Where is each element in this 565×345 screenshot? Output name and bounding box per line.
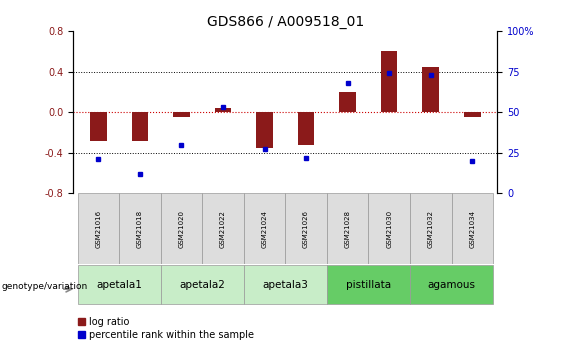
Bar <box>327 193 368 264</box>
Text: agamous: agamous <box>428 280 476 289</box>
Bar <box>132 112 148 140</box>
Bar <box>340 92 356 112</box>
Bar <box>160 193 202 264</box>
Text: pistillata: pistillata <box>346 280 391 289</box>
Text: genotype/variation: genotype/variation <box>1 282 88 291</box>
Text: GSM21016: GSM21016 <box>95 209 101 248</box>
Legend: log ratio, percentile rank within the sample: log ratio, percentile rank within the sa… <box>79 317 254 340</box>
Bar <box>410 193 451 264</box>
Text: GSM21024: GSM21024 <box>262 210 268 247</box>
Text: GSM21026: GSM21026 <box>303 209 309 248</box>
Bar <box>77 193 119 264</box>
Text: GSM21032: GSM21032 <box>428 209 434 248</box>
Title: GDS866 / A009518_01: GDS866 / A009518_01 <box>207 14 364 29</box>
Text: GSM21034: GSM21034 <box>470 209 475 248</box>
Text: GSM21020: GSM21020 <box>179 209 184 248</box>
Bar <box>244 193 285 264</box>
Text: GSM21022: GSM21022 <box>220 210 226 247</box>
Bar <box>215 108 231 112</box>
Bar <box>202 193 244 264</box>
Bar <box>160 265 244 305</box>
Bar <box>381 51 398 112</box>
Bar <box>257 112 273 148</box>
Bar <box>90 112 107 140</box>
Bar <box>173 112 190 117</box>
Bar <box>298 112 314 145</box>
Text: GSM21030: GSM21030 <box>386 209 392 248</box>
Bar <box>368 193 410 264</box>
Text: apetala2: apetala2 <box>179 280 225 289</box>
Bar <box>423 67 439 112</box>
Text: apetala1: apetala1 <box>96 280 142 289</box>
Bar <box>285 193 327 264</box>
Bar <box>410 265 493 305</box>
Text: apetala3: apetala3 <box>262 280 308 289</box>
Text: GSM21028: GSM21028 <box>345 209 351 248</box>
Bar <box>327 265 410 305</box>
Bar <box>119 193 160 264</box>
Bar <box>464 112 481 117</box>
Text: GSM21018: GSM21018 <box>137 209 143 248</box>
Bar <box>244 265 327 305</box>
Bar <box>77 265 160 305</box>
Bar <box>451 193 493 264</box>
